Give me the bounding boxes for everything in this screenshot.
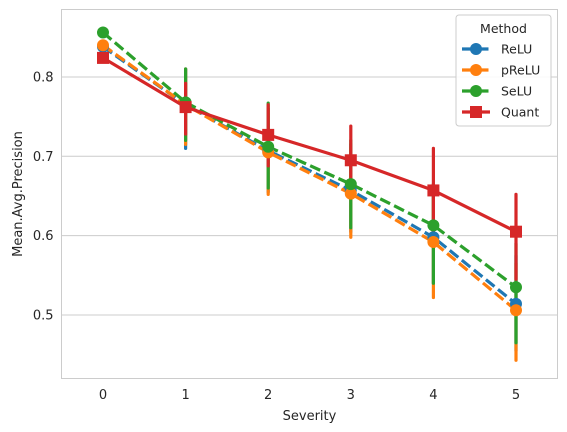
legend-label: pReLU <box>501 63 540 78</box>
plot-frame <box>61 9 558 379</box>
prelu-series-line <box>102 43 518 312</box>
x-tick-label: 2 <box>264 388 272 403</box>
legend-items: ReLU pReLU SeLU Quant <box>462 42 540 120</box>
y-axis-label: Mean.Avg.Precision <box>11 131 26 257</box>
prelu-point <box>510 304 522 317</box>
legend-label: ReLU <box>501 42 532 57</box>
quant-point <box>344 154 357 167</box>
x-tick-label: 1 <box>181 388 189 403</box>
x-tick-labels: 0 1 2 3 4 5 <box>99 388 520 403</box>
legend-swatch-marker <box>470 106 482 118</box>
legend-title: Method <box>480 21 527 36</box>
y-tick-labels: 0.5 0.6 0.7 0.8 <box>33 70 54 323</box>
prelu-point <box>97 39 109 52</box>
legend-swatch-marker <box>470 64 482 76</box>
selu-point <box>262 140 275 153</box>
series-lines <box>101 31 518 312</box>
series-markers <box>97 26 522 317</box>
x-tick-label: 4 <box>429 388 437 403</box>
quant-point <box>427 184 440 197</box>
quant-point <box>97 51 109 64</box>
x-tick-label: 0 <box>99 388 107 403</box>
y-tick-label: 0.7 <box>33 150 54 165</box>
quant-series-line <box>102 56 517 234</box>
quant-point <box>179 101 192 114</box>
selu-point <box>344 178 357 191</box>
legend-swatch-marker <box>470 43 482 55</box>
legend-item-relu: ReLU <box>462 42 532 57</box>
legend-swatch-marker <box>470 85 482 97</box>
selu-point <box>427 219 440 232</box>
legend-box <box>455 14 552 127</box>
x-tick-label: 5 <box>512 388 520 403</box>
legend-item-selu: SeLU <box>462 84 532 99</box>
prelu-point <box>427 236 440 249</box>
prelu-point <box>344 187 357 200</box>
quant-point <box>262 128 275 141</box>
legend-item-prelu: pReLU <box>462 63 540 78</box>
legend-label: Quant <box>501 105 539 120</box>
x-axis-label: Severity <box>283 409 337 424</box>
y-tick-label: 0.8 <box>33 70 54 85</box>
quant-point <box>510 225 522 238</box>
y-tick-label: 0.6 <box>33 229 54 244</box>
legend-label: SeLU <box>501 84 532 99</box>
legend: Method ReLU pReLU SeLU Quant <box>455 14 552 127</box>
x-tick-label: 3 <box>347 388 355 403</box>
legend-item-quant: Quant <box>462 105 539 120</box>
selu-point <box>510 281 522 294</box>
selu-series-line <box>101 31 517 289</box>
y-tick-label: 0.5 <box>33 309 54 324</box>
selu-point <box>97 26 109 39</box>
